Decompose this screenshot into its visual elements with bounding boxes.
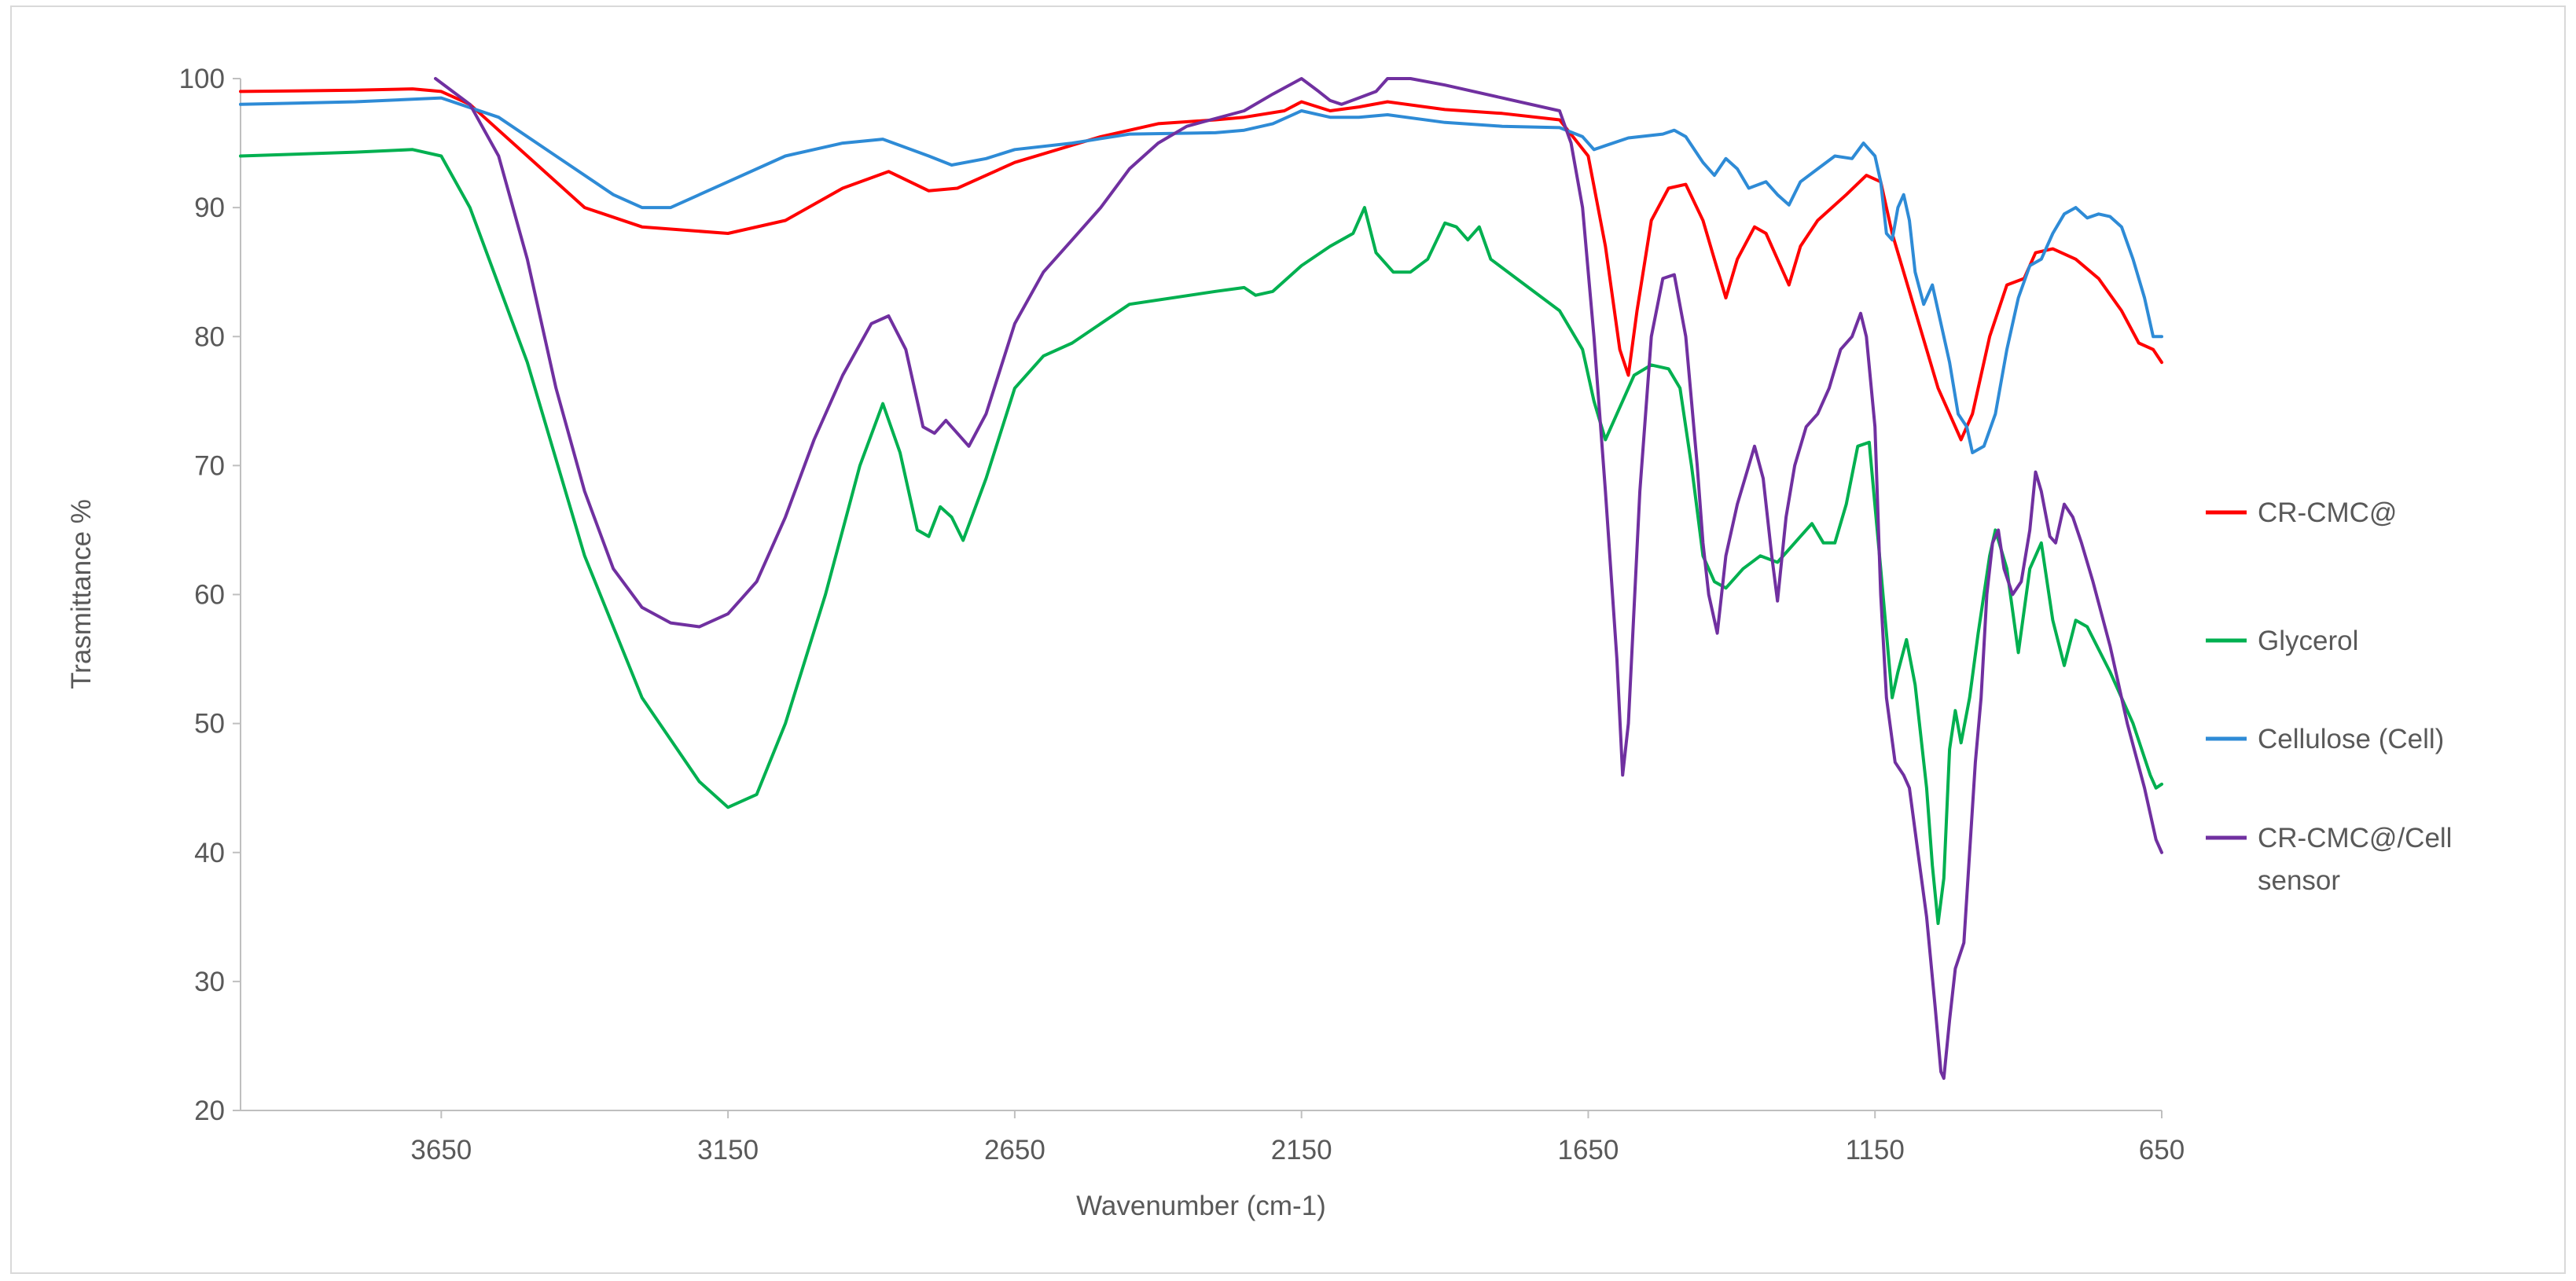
x-tick-label: 1150 <box>1846 1135 1905 1165</box>
x-axis-label: Wavenumber (cm-1) <box>1076 1191 1326 1221</box>
series-lines <box>239 77 2163 1080</box>
x-tick-label: 3650 <box>410 1135 472 1165</box>
x-tick-label: 650 <box>2139 1135 2185 1165</box>
legend-label-glycerol: Glycerol <box>2258 626 2358 656</box>
series-line-cellulose <box>239 96 2163 454</box>
y-tick-label: 20 <box>194 1096 225 1126</box>
legend-label-cr-cmc: CR-CMC@ <box>2258 497 2397 528</box>
x-axis-ticks: 3650 3150 2650 2150 1650 1150 650 <box>410 1110 2185 1165</box>
y-tick-label: 100 <box>179 64 225 94</box>
y-tick-label: 40 <box>194 838 225 868</box>
y-tick-label: 60 <box>194 580 225 611</box>
legend-label-cellulose: Cellulose (Cell) <box>2258 724 2444 754</box>
series-line-cr-cmc-cell-sensor <box>434 77 2163 1080</box>
y-axis-label: Trasmittance % <box>66 499 97 689</box>
x-tick-label: 3150 <box>697 1135 759 1165</box>
legend: CR-CMC@ Glycerol Cellulose (Cell) CR-CMC… <box>2206 497 2452 896</box>
series-line-cr-cmc <box>239 87 2163 442</box>
chart-border <box>10 6 2566 1274</box>
y-tick-label: 50 <box>194 709 225 740</box>
x-tick-label: 1650 <box>1558 1135 1619 1165</box>
y-tick-label: 90 <box>194 193 225 223</box>
legend-label-sensor-line1: CR-CMC@/Cell <box>2258 823 2452 853</box>
y-tick-label: 70 <box>194 450 225 481</box>
x-tick-label: 2150 <box>1271 1135 1332 1165</box>
series-line-glycerol <box>239 148 2163 925</box>
x-tick-label: 2650 <box>984 1135 1045 1165</box>
y-tick-label: 30 <box>194 967 225 997</box>
y-tick-label: 80 <box>194 321 225 352</box>
legend-label-sensor-line2: sensor <box>2258 865 2340 896</box>
y-axis-ticks: 20 30 40 50 60 70 80 90 100 <box>179 64 241 1126</box>
